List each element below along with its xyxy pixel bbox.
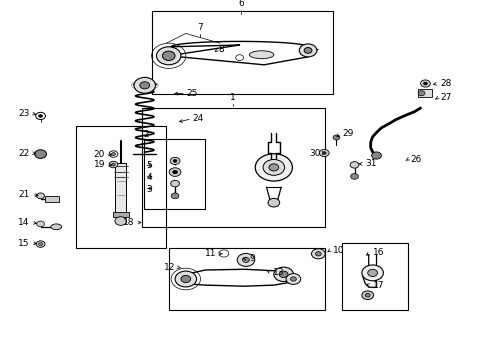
Circle shape (417, 91, 424, 96)
Circle shape (111, 153, 115, 156)
Text: 5: 5 (146, 161, 152, 170)
Circle shape (39, 243, 42, 246)
Circle shape (420, 80, 429, 87)
Circle shape (169, 168, 181, 176)
Circle shape (311, 249, 325, 259)
Circle shape (290, 277, 296, 281)
Text: 23: 23 (18, 109, 29, 118)
Circle shape (267, 198, 279, 207)
Text: 22: 22 (18, 149, 29, 158)
Text: 16: 16 (372, 248, 384, 257)
Text: 27: 27 (439, 94, 450, 102)
Bar (115, 163, 126, 213)
Circle shape (279, 271, 287, 278)
Ellipse shape (35, 151, 46, 157)
Circle shape (332, 135, 339, 140)
Text: 19: 19 (93, 160, 105, 169)
Bar (76, 126, 166, 248)
Text: 20: 20 (94, 150, 105, 158)
Text: 17: 17 (372, 281, 384, 289)
Circle shape (35, 150, 46, 158)
Circle shape (173, 159, 177, 162)
Bar (168, 248, 325, 310)
Circle shape (109, 161, 118, 168)
Circle shape (263, 159, 284, 175)
Circle shape (361, 265, 383, 281)
Text: 12: 12 (163, 263, 175, 271)
Circle shape (268, 164, 278, 171)
Bar (113, 212, 128, 217)
Circle shape (367, 269, 377, 276)
Circle shape (36, 241, 45, 247)
Bar (144, 139, 205, 209)
Circle shape (304, 48, 311, 53)
Circle shape (237, 253, 254, 266)
Circle shape (242, 257, 249, 262)
Text: 8: 8 (218, 45, 224, 54)
Circle shape (172, 170, 177, 174)
Circle shape (156, 47, 181, 65)
Text: 7: 7 (197, 23, 203, 32)
Text: 9: 9 (249, 254, 255, 263)
Circle shape (322, 152, 325, 154)
Text: 25: 25 (186, 89, 198, 98)
Circle shape (371, 152, 381, 159)
Circle shape (162, 51, 175, 60)
Text: 1: 1 (230, 93, 236, 102)
Text: 10: 10 (332, 246, 344, 255)
Circle shape (273, 267, 293, 282)
Bar (417, 89, 431, 97)
Bar (151, 11, 332, 94)
Circle shape (170, 157, 180, 165)
Ellipse shape (51, 224, 61, 230)
Text: 4: 4 (146, 173, 152, 181)
Text: 21: 21 (18, 190, 29, 199)
Text: 18: 18 (122, 218, 134, 227)
Text: 6: 6 (238, 0, 244, 8)
Circle shape (39, 114, 42, 117)
Text: 11: 11 (204, 249, 216, 258)
Circle shape (140, 82, 149, 89)
Circle shape (299, 44, 316, 57)
Circle shape (319, 149, 328, 157)
Bar (142, 108, 325, 227)
Circle shape (423, 82, 427, 85)
Text: 26: 26 (410, 154, 421, 163)
Circle shape (349, 162, 358, 168)
Circle shape (37, 221, 44, 227)
Text: 14: 14 (18, 218, 29, 227)
Circle shape (134, 77, 155, 93)
Circle shape (37, 193, 44, 199)
Circle shape (170, 180, 179, 187)
Circle shape (115, 217, 126, 225)
Circle shape (111, 163, 115, 166)
Text: 31: 31 (365, 159, 377, 168)
Text: 29: 29 (342, 129, 353, 138)
Circle shape (285, 274, 300, 284)
Text: 3: 3 (146, 184, 152, 194)
Ellipse shape (249, 51, 273, 59)
Circle shape (365, 293, 369, 297)
Text: 24: 24 (192, 114, 203, 123)
Text: 30: 30 (308, 149, 320, 158)
Text: 15: 15 (18, 238, 29, 248)
Circle shape (175, 271, 196, 287)
Circle shape (255, 154, 292, 181)
Bar (45, 196, 59, 202)
Text: 28: 28 (439, 79, 450, 88)
Circle shape (171, 193, 179, 199)
Bar (342, 243, 407, 310)
Circle shape (350, 174, 358, 179)
Text: 13: 13 (272, 268, 284, 277)
Circle shape (181, 275, 190, 283)
Circle shape (361, 291, 373, 300)
Circle shape (315, 252, 321, 256)
Text: 2: 2 (142, 130, 148, 139)
